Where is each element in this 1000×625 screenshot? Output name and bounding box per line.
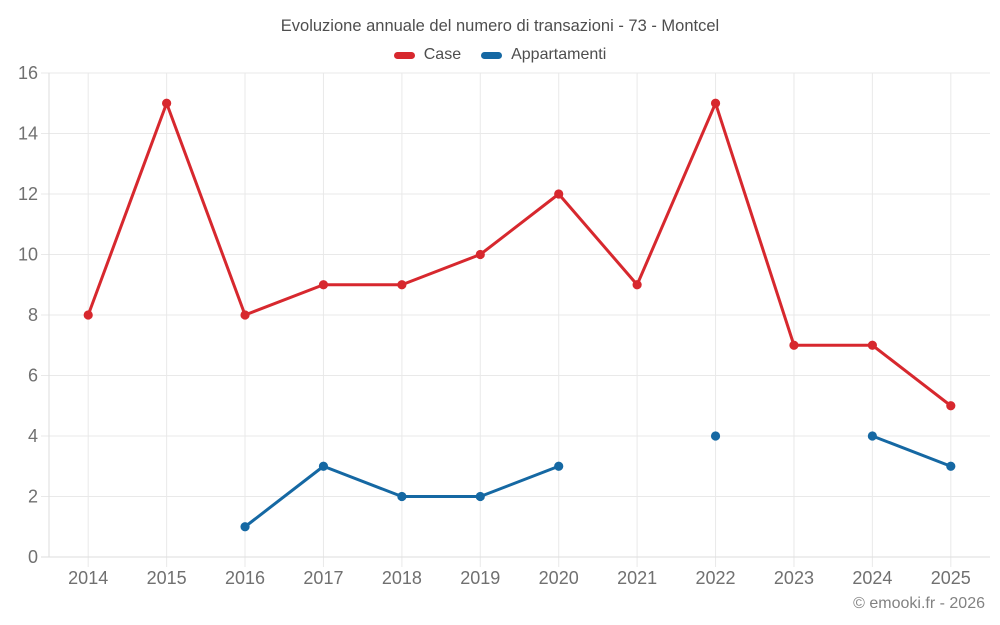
x-tick-label: 2014 <box>68 568 108 588</box>
x-tick-label: 2016 <box>225 568 265 588</box>
y-tick-label: 8 <box>28 305 38 325</box>
data-point-case-2024[interactable] <box>867 340 877 350</box>
data-point-case-2023[interactable] <box>789 340 799 350</box>
y-tick-label: 14 <box>18 124 38 144</box>
data-point-case-2022[interactable] <box>710 98 721 108</box>
series-line-case <box>86 101 953 408</box>
data-point-case-2015[interactable] <box>162 98 172 108</box>
x-tick-label: 2025 <box>931 568 971 588</box>
copyright-text: © emooki.fr - 2026 <box>853 595 985 612</box>
legend-swatch-appartamenti <box>481 51 503 59</box>
x-tick-label: 2021 <box>617 568 657 588</box>
x-tick-label: 2024 <box>852 568 892 588</box>
x-tick-label: 2015 <box>147 568 187 588</box>
data-point-appartamenti-2024[interactable] <box>867 431 877 441</box>
x-tick-label: 2023 <box>774 568 814 588</box>
x-tick-label: 2019 <box>460 568 500 588</box>
legend-item-appartamenti[interactable]: Appartamenti <box>481 46 606 64</box>
y-tick-label: 6 <box>28 366 38 386</box>
data-point-appartamenti-2019[interactable] <box>475 491 485 502</box>
data-point-case-2014[interactable] <box>83 310 93 320</box>
legend-swatch-case <box>393 51 415 59</box>
data-point-appartamenti-2016[interactable] <box>240 522 250 532</box>
data-point-case-2019[interactable] <box>475 249 485 260</box>
data-point-appartamenti-2018[interactable] <box>397 491 407 502</box>
data-point-case-2021[interactable] <box>632 280 642 290</box>
data-point-case-2017[interactable] <box>318 280 329 290</box>
y-tick-label: 4 <box>28 426 38 446</box>
y-tick-label: 12 <box>18 184 38 204</box>
data-point-appartamenti-2025[interactable] <box>946 461 956 471</box>
legend-label-appartamenti: Appartamenti <box>511 46 607 63</box>
chart-title: Evoluzione annuale del numero di transaz… <box>280 17 720 35</box>
data-point-case-2016[interactable] <box>240 310 250 320</box>
legend-item-case[interactable]: Case <box>393 46 462 64</box>
x-tick-label: 2018 <box>382 568 422 588</box>
data-point-case-2025[interactable] <box>946 401 956 411</box>
series-line-appartamenti <box>870 434 953 468</box>
y-tick-label: 16 <box>18 63 38 83</box>
x-tick-label: 2022 <box>696 568 736 588</box>
x-tick-label: 2020 <box>539 568 579 588</box>
x-tick-label: 2017 <box>303 568 343 588</box>
data-point-case-2020[interactable] <box>554 189 564 199</box>
legend-label-case: Case <box>423 46 462 63</box>
y-tick-label: 0 <box>28 547 38 567</box>
y-tick-label: 10 <box>18 245 38 265</box>
data-point-appartamenti-2022[interactable] <box>710 431 721 441</box>
data-point-case-2018[interactable] <box>397 280 407 290</box>
data-point-appartamenti-2020[interactable] <box>554 461 564 471</box>
chart-legend: Case Appartamenti <box>0 46 1000 64</box>
y-tick-label: 2 <box>28 487 38 507</box>
data-point-appartamenti-2017[interactable] <box>318 461 329 471</box>
